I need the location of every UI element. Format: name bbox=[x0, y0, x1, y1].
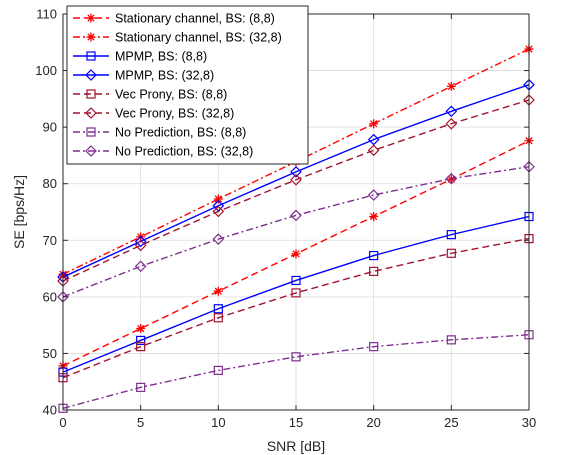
data-point bbox=[290, 165, 302, 178]
data-point bbox=[446, 335, 456, 345]
data-point bbox=[446, 248, 456, 258]
data-point bbox=[369, 266, 379, 276]
legend-swatch-marker bbox=[86, 32, 96, 42]
data-point bbox=[212, 233, 225, 246]
data-point bbox=[213, 313, 223, 323]
legend-label: Vec Prony, BS: (32,8) bbox=[115, 107, 234, 121]
data-point bbox=[367, 144, 380, 157]
data-point bbox=[136, 382, 146, 392]
data-point bbox=[446, 230, 456, 240]
data-point bbox=[291, 249, 301, 259]
x-tick-label: 0 bbox=[59, 415, 66, 430]
x-tick-label: 5 bbox=[137, 415, 144, 430]
data-point bbox=[369, 212, 379, 222]
legend-swatch-marker bbox=[85, 145, 97, 157]
legend-label: MPMP, BS: (32,8) bbox=[115, 69, 214, 83]
data-point bbox=[446, 81, 456, 91]
legend-box bbox=[66, 5, 309, 165]
data-point bbox=[213, 194, 223, 204]
legend-label: Vec Prony, BS: (8,8) bbox=[115, 88, 227, 102]
legend-entry: No Prediction, BS: (32,8) bbox=[73, 145, 253, 159]
data-point bbox=[136, 324, 146, 334]
x-tick-label: 15 bbox=[289, 415, 303, 430]
y-tick-label: 60 bbox=[43, 289, 57, 304]
data-point bbox=[445, 105, 458, 118]
data-point bbox=[136, 342, 146, 352]
data-point bbox=[369, 342, 379, 352]
legend-label: MPMP, BS: (8,8) bbox=[115, 50, 207, 64]
x-tick-label: 30 bbox=[522, 415, 536, 430]
x-axis-title: SNR [dB] bbox=[267, 438, 325, 454]
series bbox=[57, 78, 535, 283]
data-point bbox=[290, 173, 302, 186]
series-line bbox=[62, 237, 530, 379]
legend-entry: MPMP, BS: (32,8) bbox=[73, 69, 214, 83]
x-axis: 0 5 10 15 20 25 30 bbox=[59, 14, 536, 430]
legend-swatch-marker bbox=[86, 127, 96, 137]
data-point bbox=[213, 365, 223, 375]
data-point bbox=[290, 209, 302, 222]
legend-swatch-marker bbox=[85, 69, 97, 81]
legend-entry: No Prediction, BS: (8,8) bbox=[73, 126, 246, 140]
y-tick-label: 100 bbox=[35, 63, 57, 78]
y-tick-label: 70 bbox=[43, 233, 57, 248]
y-tick-label: 40 bbox=[43, 403, 57, 418]
legend: Stationary channel, BS: (8,8) Stationary … bbox=[66, 5, 309, 165]
data-point bbox=[136, 335, 146, 346]
x-tick-label: 20 bbox=[366, 415, 380, 430]
legend-entry: Stationary channel, BS: (8,8) bbox=[73, 12, 275, 26]
data-point bbox=[134, 260, 147, 273]
legend-swatch-marker bbox=[85, 107, 97, 119]
data-point bbox=[212, 205, 225, 218]
data-point bbox=[291, 275, 301, 286]
y-tick-label: 110 bbox=[36, 7, 57, 22]
series-layer bbox=[57, 44, 535, 413]
legend-label: Stationary channel, BS: (32,8) bbox=[115, 31, 282, 45]
legend-entry: Vec Prony, BS: (8,8) bbox=[73, 88, 227, 102]
series-line bbox=[62, 334, 530, 409]
data-point bbox=[213, 286, 223, 296]
data-point bbox=[134, 235, 147, 248]
legend-swatch-marker bbox=[86, 51, 96, 61]
data-point bbox=[291, 352, 301, 362]
data-point bbox=[213, 304, 223, 314]
legend-label: Stationary channel, BS: (8,8) bbox=[115, 12, 275, 26]
x-tick-label: 25 bbox=[444, 415, 458, 430]
series-line bbox=[62, 215, 530, 373]
legend-entry: Stationary channel, BS: (32,8) bbox=[73, 31, 282, 45]
y-tick-label: 90 bbox=[43, 120, 57, 135]
series bbox=[58, 233, 534, 383]
legend-swatch-marker bbox=[86, 89, 96, 99]
series-line bbox=[62, 84, 530, 278]
y-tick-label: 80 bbox=[43, 176, 57, 191]
data-point bbox=[367, 189, 380, 201]
legend-label: No Prediction, BS: (32,8) bbox=[115, 145, 253, 159]
data-point bbox=[291, 288, 301, 298]
x-tick-label: 10 bbox=[211, 415, 225, 430]
data-point bbox=[134, 239, 147, 252]
data-point bbox=[445, 172, 458, 185]
y-axis: 40 50 60 70 80 90 100 110 bbox=[35, 7, 529, 418]
data-point bbox=[445, 117, 458, 130]
data-point bbox=[369, 250, 379, 261]
data-point bbox=[369, 119, 379, 129]
series-line bbox=[62, 166, 530, 298]
series-line bbox=[62, 99, 530, 282]
legend-swatch-marker bbox=[86, 13, 96, 23]
y-tick-label: 50 bbox=[43, 346, 57, 361]
legend-entry: Vec Prony, BS: (32,8) bbox=[73, 107, 234, 121]
y-axis-title: SE [bps/Hz] bbox=[11, 175, 27, 249]
legend-entry: MPMP, BS: (8,8) bbox=[73, 50, 207, 64]
legend-label: No Prediction, BS: (8,8) bbox=[115, 126, 246, 140]
series bbox=[58, 211, 534, 377]
